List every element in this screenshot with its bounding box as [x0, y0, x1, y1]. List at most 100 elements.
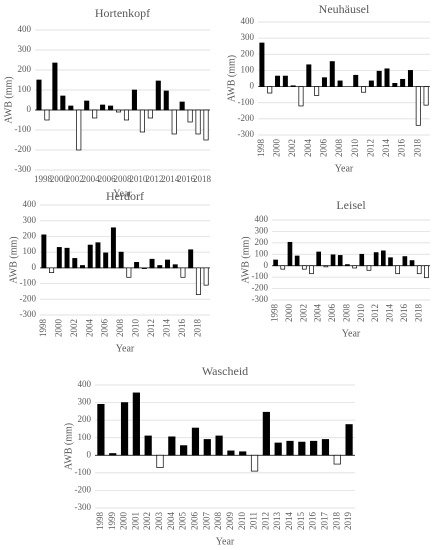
bar — [400, 78, 406, 87]
bar — [267, 86, 273, 94]
x-tick-label: 2012 — [365, 139, 375, 157]
y-tick-label: -300 — [252, 294, 269, 304]
bar — [123, 109, 130, 121]
y-tick-label: 300 — [78, 397, 92, 407]
x-tick-label: 2018 — [412, 139, 422, 158]
bar — [108, 105, 114, 111]
y-tick-label: 300 — [241, 32, 255, 42]
bar — [144, 435, 152, 456]
y-tick-label: 400 — [241, 16, 255, 26]
y-tick-label: 200 — [78, 414, 92, 424]
y-tick-label: -200 — [15, 144, 32, 154]
x-tick-label: 2005 — [178, 512, 188, 531]
x-tick-label: 2000 — [119, 512, 129, 531]
y-tick-label: 400 — [18, 24, 32, 34]
y-tick-label: -200 — [20, 293, 37, 303]
bar — [290, 85, 296, 87]
bar — [180, 267, 186, 278]
bar — [402, 256, 408, 267]
bar — [120, 402, 129, 456]
y-axis-title: AWB (mm) — [3, 76, 14, 123]
bar — [64, 247, 70, 269]
y-tick-label: 400 — [255, 214, 269, 224]
x-axis-title: Year — [113, 188, 132, 199]
y-tick-label: 100 — [18, 84, 32, 94]
x-tick-label: 2000 — [50, 174, 69, 184]
bar — [165, 259, 170, 269]
bar — [298, 86, 304, 107]
bar — [203, 109, 209, 141]
bar — [95, 242, 101, 269]
bar — [147, 109, 153, 119]
x-tick-label: 2015 — [296, 512, 306, 531]
x-tick-label: 2004 — [303, 139, 313, 158]
x-tick-label: 2010 — [129, 174, 148, 184]
bar — [84, 100, 90, 111]
x-tick-label: 2006 — [190, 512, 200, 531]
bar — [345, 424, 353, 456]
y-axis-title: AWB (mm) — [63, 423, 74, 470]
bar — [141, 267, 147, 269]
bar — [126, 267, 132, 278]
y-tick-label: 0 — [264, 260, 269, 270]
bar — [215, 435, 223, 456]
bar — [298, 441, 306, 456]
x-tick-label: 2002 — [287, 139, 297, 157]
chart-title: Leisel — [336, 198, 366, 212]
bar — [188, 249, 194, 269]
y-axis-title: AWB (mm) — [226, 55, 237, 102]
x-tick-label: 2019 — [343, 512, 353, 531]
bar — [392, 82, 398, 87]
bar — [139, 109, 145, 133]
bar — [380, 250, 386, 267]
bar — [366, 265, 372, 271]
bar — [76, 109, 82, 151]
bar — [423, 86, 429, 106]
bar — [282, 75, 288, 87]
bar — [314, 86, 320, 96]
bar — [203, 267, 209, 286]
bar — [195, 267, 201, 295]
x-tick-label: 2000 — [284, 304, 294, 323]
bar — [187, 109, 193, 123]
bar — [250, 454, 259, 472]
y-tick-label: 200 — [18, 64, 32, 74]
bar — [110, 227, 116, 269]
bar — [280, 265, 286, 270]
bar — [415, 86, 421, 126]
x-tick-label: 2006 — [98, 174, 117, 184]
bar — [274, 442, 282, 456]
y-tick-label: 200 — [255, 237, 269, 247]
x-tick-label: 2008 — [341, 304, 351, 323]
x-tick-label: 1998 — [256, 139, 266, 158]
x-tick-label: 2016 — [308, 512, 318, 531]
y-tick-label: -200 — [252, 283, 269, 293]
bar — [330, 254, 336, 267]
y-tick-label: -300 — [15, 164, 32, 174]
y-tick-label: -100 — [75, 467, 92, 477]
bar — [309, 265, 314, 275]
bar — [294, 255, 300, 267]
bar — [345, 264, 350, 267]
bar — [316, 251, 322, 267]
x-tick-label: 1998 — [270, 304, 280, 323]
bar — [301, 265, 307, 270]
x-tick-label: 2004 — [313, 304, 323, 323]
y-tick-label: -100 — [252, 271, 269, 281]
bar — [287, 241, 293, 267]
bar — [416, 265, 422, 275]
x-tick-label: 2014 — [162, 319, 172, 338]
x-tick-label: 2010 — [131, 319, 141, 338]
bar — [56, 247, 62, 269]
x-tick-label: 2002 — [142, 512, 152, 530]
x-tick-label: 2009 — [225, 512, 235, 531]
x-axis-title: Year — [342, 328, 361, 339]
x-tick-label: 2018 — [413, 304, 423, 323]
y-tick-label: 400 — [23, 199, 37, 209]
bar — [36, 79, 42, 111]
x-tick-label: 2018 — [192, 319, 202, 338]
bar — [310, 440, 318, 456]
bar — [329, 61, 335, 87]
bar — [333, 454, 341, 465]
x-tick-label: 2018 — [331, 512, 341, 531]
